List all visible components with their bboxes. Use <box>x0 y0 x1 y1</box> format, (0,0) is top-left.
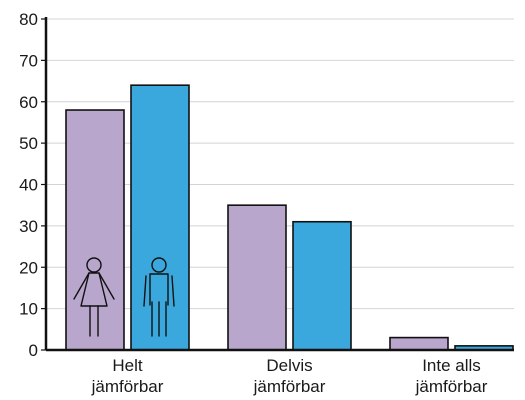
bars <box>65 84 514 351</box>
y-tick-label: 80 <box>19 10 38 29</box>
x-tick-label: Delvis jämförbar <box>253 356 326 396</box>
axes <box>44 17 514 352</box>
x-tick-label: Helt jämförbar <box>91 356 164 396</box>
y-tick-label: 40 <box>19 176 38 195</box>
y-tick-label: 20 <box>19 258 38 277</box>
y-tick-label: 50 <box>19 134 38 153</box>
y-tick-label: 0 <box>29 341 38 360</box>
man-icon <box>143 257 175 337</box>
y-tick-label: 10 <box>19 300 38 319</box>
y-tick-label: 60 <box>19 93 38 112</box>
y-axis-ticks: 0 10 20 30 40 50 60 70 80 <box>19 10 46 360</box>
bar <box>292 220 352 351</box>
bar <box>227 204 287 351</box>
y-tick-label: 30 <box>19 217 38 236</box>
x-tick-label: Inte alls jämförbar <box>415 356 488 396</box>
bar <box>389 336 449 351</box>
woman-icon <box>73 257 115 337</box>
bar <box>130 84 190 351</box>
y-tick-label: 70 <box>19 51 38 70</box>
bar <box>65 109 125 351</box>
legend-icons <box>73 257 175 337</box>
x-axis-labels: Helt jämförbar Delvis jämförbar Inte alls jäm… <box>91 356 488 396</box>
